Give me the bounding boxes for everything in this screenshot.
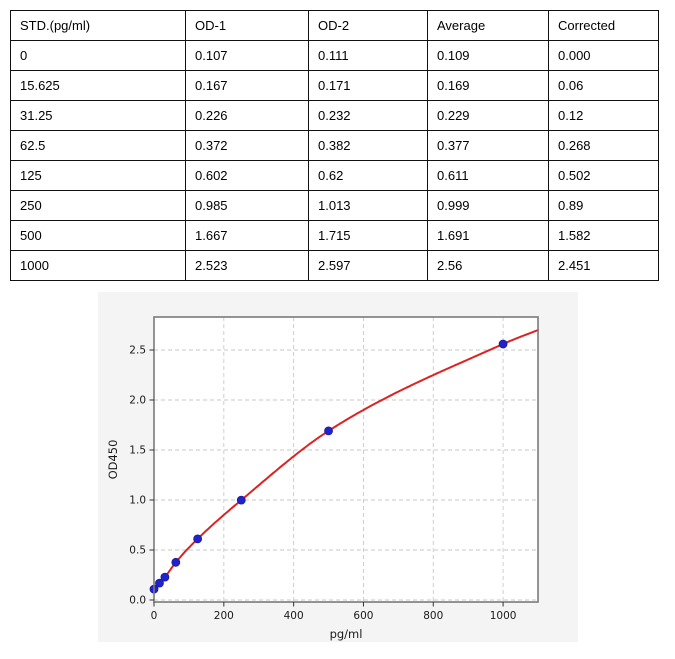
standards-table-container: STD.(pg/ml) OD-1 OD-2 Average Corrected 0 0.1…	[10, 10, 659, 281]
data-point	[155, 578, 164, 588]
table-cell: 0.12	[548, 100, 659, 131]
x-tick-label: 1000	[490, 610, 517, 622]
table-cell: 1000	[10, 250, 186, 281]
table-cell: 1.013	[308, 190, 428, 221]
table-cell: 0.602	[185, 160, 309, 191]
column-header: Average	[427, 10, 549, 41]
table-cell: 2.523	[185, 250, 309, 281]
table-cell: 0.169	[427, 70, 549, 101]
standard-curve-figure: 0 200 400 600 800 1000 0.0 0.5 1.0 1.5 2.0 2.5 pg/ml…	[98, 292, 578, 642]
table-row: 125 0.602 0.62 0.611 0.502	[10, 160, 659, 191]
y-tick-label: 2.5	[129, 345, 146, 357]
x-tick-label: 400	[284, 610, 304, 622]
table-cell: 2.597	[308, 250, 428, 281]
standard-curve-chart: 0 200 400 600 800 1000 0.0 0.5 1.0 1.5 2.0 2.5 pg/ml…	[106, 316, 539, 641]
x-tick-label: 0	[151, 610, 158, 622]
table-cell: 0.107	[185, 40, 309, 71]
table-cell: 1.691	[427, 220, 549, 251]
y-tick-label: 2.0	[129, 395, 146, 407]
table-cell: 0.171	[308, 70, 428, 101]
table-cell: 0.111	[308, 40, 428, 71]
table-cell: 125	[10, 160, 186, 191]
table-cell: 0.372	[185, 130, 309, 161]
y-tick-label: 0.5	[129, 545, 146, 557]
table-cell: 1.715	[308, 220, 428, 251]
table-cell: 0.502	[548, 160, 659, 191]
table-cell: 0.382	[308, 130, 428, 161]
data-point	[171, 557, 181, 567]
table-cell: 2.451	[548, 250, 659, 281]
y-axis-title: OD450	[106, 440, 120, 480]
table-cell: 0.62	[308, 160, 428, 191]
table-row: 500 1.667 1.715 1.691 1.582	[10, 220, 659, 251]
table-cell: 1.582	[548, 220, 659, 251]
table-header-row: STD.(pg/ml) OD-1 OD-2 Average Corrected	[10, 10, 659, 41]
table-cell: 0.226	[185, 100, 309, 131]
table-cell: 1.667	[185, 220, 309, 251]
data-point	[193, 534, 203, 544]
table-row: 0 0.107 0.111 0.109 0.000	[10, 40, 659, 71]
table-row: 250 0.985 1.013 0.999 0.89	[10, 190, 659, 221]
table-cell: 0.611	[427, 160, 549, 191]
table-cell: 0.109	[427, 40, 549, 71]
x-axis-title: pg/ml	[330, 627, 363, 641]
y-tick-label: 1.5	[129, 445, 146, 457]
table-cell: 62.5	[10, 130, 186, 161]
table-cell: 0.000	[548, 40, 659, 71]
data-point	[498, 339, 508, 349]
fit-curve	[153, 329, 539, 591]
plot-area	[154, 317, 538, 602]
table-cell: 0	[10, 40, 186, 71]
column-header: Corrected	[548, 10, 659, 41]
table-cell: 0.999	[427, 190, 549, 221]
x-tick-label: 800	[423, 610, 443, 622]
table-row: 15.625 0.167 0.171 0.169 0.06	[10, 70, 659, 101]
column-header: OD-1	[185, 10, 309, 41]
table-cell: 0.167	[185, 70, 309, 101]
table-row: 31.25 0.226 0.232 0.229 0.12	[10, 100, 659, 131]
data-point	[324, 426, 333, 436]
table-cell: 31.25	[10, 100, 186, 131]
table-cell: 0.229	[427, 100, 549, 131]
table-row: 62.5 0.372 0.382 0.377 0.268	[10, 130, 659, 161]
table-cell: 0.06	[548, 70, 659, 101]
table-cell: 500	[10, 220, 186, 251]
column-header: OD-2	[308, 10, 428, 41]
table-cell: 0.89	[548, 190, 659, 221]
table-cell: 15.625	[10, 70, 186, 101]
data-point	[160, 572, 170, 582]
axes-spines	[153, 316, 539, 603]
y-tick-label: 1.0	[129, 495, 146, 507]
standards-table: STD.(pg/ml) OD-1 OD-2 Average Corrected 0 0.1…	[10, 10, 659, 281]
table-cell: 0.377	[427, 130, 549, 161]
table-cell: 2.56	[427, 250, 549, 281]
table-cell: 0.268	[548, 130, 659, 161]
table-cell: 250	[10, 190, 186, 221]
data-point	[236, 495, 246, 505]
column-header: STD.(pg/ml)	[10, 10, 186, 41]
table-cell: 0.232	[308, 100, 428, 131]
x-tick-label: 600	[353, 610, 373, 622]
table-row: 1000 2.523 2.597 2.56 2.451	[10, 250, 659, 281]
x-tick-label: 200	[214, 610, 234, 622]
y-tick-label: 0.0	[129, 595, 146, 607]
table-cell: 0.985	[185, 190, 309, 221]
